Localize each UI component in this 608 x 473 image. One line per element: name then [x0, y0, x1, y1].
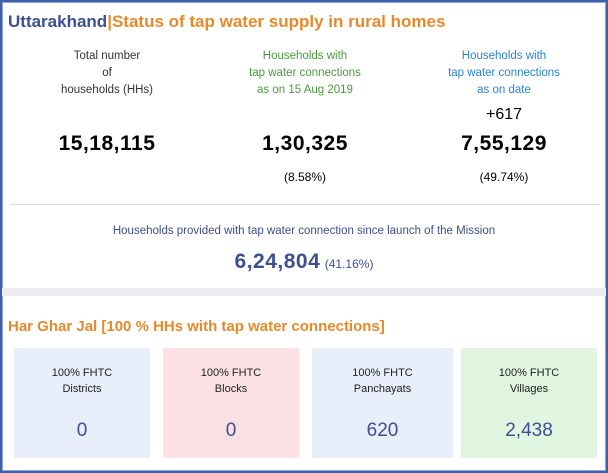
- current-households-label: Households with tap water connections as…: [414, 48, 594, 99]
- title-separator: |: [107, 12, 112, 31]
- baseline-label-line2: tap water connections: [249, 67, 361, 79]
- card-value: 0: [225, 420, 237, 441]
- current-label-line3: as on date: [477, 84, 531, 96]
- card-label-line1: 100% FHTC: [498, 367, 560, 379]
- mission-value-row: 6,24,804 (41.16%): [2, 250, 606, 274]
- title-text: Status of tap water supply in rural home…: [111, 12, 446, 31]
- card-label-line2: Panchayats: [353, 383, 412, 395]
- baseline-percent: (8.58%): [283, 170, 327, 184]
- section-band: [2, 288, 606, 296]
- current-label-line1: Households with: [461, 50, 547, 62]
- card-label-line1: 100% FHTC: [200, 367, 262, 379]
- total-label-line3: households (HHs): [60, 84, 154, 96]
- mission-label: Households provided with tap water conne…: [112, 225, 496, 237]
- section-divider: [10, 204, 600, 205]
- fhtc-villages-card: 100% FHTC Villages 2,438: [461, 348, 597, 458]
- current-households-value: 7,55,129: [461, 132, 547, 155]
- card-label: 100% FHTC Panchayats: [312, 365, 453, 397]
- fhtc-panchayats-card: 100% FHTC Panchayats 620: [312, 348, 453, 458]
- state-name: Uttarakhand: [8, 12, 108, 31]
- fhtc-blocks-card: 100% FHTC Blocks 0: [163, 348, 299, 458]
- total-households-label: Total number of households (HHs): [22, 48, 192, 99]
- current-percent: (49.74%): [479, 170, 529, 184]
- mission-value: 6,24,804: [234, 250, 321, 273]
- baseline-label-line1: Households with: [262, 50, 348, 62]
- card-value: 2,438: [505, 420, 553, 441]
- har-ghar-jal-title: Har Ghar Jal [100 % HHs with tap water c…: [8, 318, 385, 335]
- card-label-line2: Villages: [509, 383, 549, 395]
- card-label-line1: 100% FHTC: [352, 367, 413, 379]
- mission-percent: (41.16%): [324, 257, 374, 271]
- card-label: 100% FHTC Blocks: [163, 365, 299, 397]
- baseline-households-label: Households with tap water connections as…: [220, 48, 390, 99]
- baseline-households-value: 1,30,325: [262, 132, 348, 155]
- fhtc-districts-card: 100% FHTC Districts 0: [14, 348, 150, 458]
- card-label: 100% FHTC Districts: [14, 365, 150, 397]
- card-label-line2: Blocks: [214, 383, 248, 395]
- card-label-line2: Districts: [62, 383, 102, 395]
- current-label-line2: tap water connections: [448, 67, 560, 79]
- page-title: Uttarakhand|Status of tap water supply i…: [8, 12, 445, 32]
- card-label: 100% FHTC Villages: [461, 365, 597, 397]
- total-label-line1: Total number: [73, 50, 141, 62]
- total-label-line2: of: [102, 67, 112, 79]
- current-increment: +617: [485, 106, 523, 123]
- card-value: 620: [366, 420, 399, 441]
- baseline-label-line3: as on 15 Aug 2019: [257, 84, 353, 96]
- total-households-value: 15,18,115: [58, 132, 156, 155]
- card-label-line1: 100% FHTC: [51, 367, 113, 379]
- card-value: 0: [76, 420, 88, 441]
